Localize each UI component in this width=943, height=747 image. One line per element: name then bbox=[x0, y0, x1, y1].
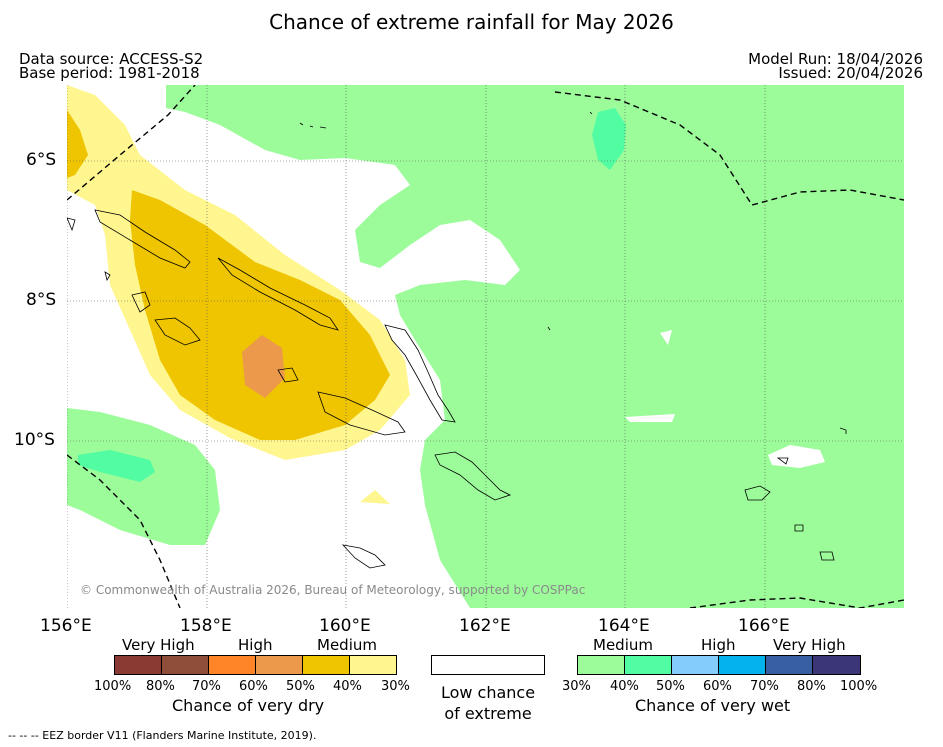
island-outlines bbox=[67, 111, 847, 569]
map-canvas bbox=[67, 85, 904, 608]
dry-very-high-region bbox=[242, 335, 285, 398]
wet-tick: 60% bbox=[703, 679, 732, 694]
dry-swatch-3 bbox=[209, 656, 256, 674]
dry-tick: 80% bbox=[146, 679, 175, 694]
wet-high-region bbox=[592, 108, 626, 170]
lon-label-166: 166°E bbox=[738, 616, 790, 636]
graticule bbox=[67, 85, 904, 608]
wet-tick: 80% bbox=[797, 679, 826, 694]
dry-tick: 40% bbox=[333, 679, 362, 694]
wet-tick: 50% bbox=[656, 679, 685, 694]
dry-swatch-2 bbox=[162, 656, 209, 674]
dry-tick: 100% bbox=[94, 679, 132, 694]
lon-label-164: 164°E bbox=[598, 616, 650, 636]
model-run-text: Model Run: 18/04/2026 bbox=[748, 50, 923, 68]
lat-label-8s: 8°S bbox=[26, 290, 57, 310]
wet-high-region-west bbox=[78, 450, 155, 482]
dry-swatch-4 bbox=[256, 656, 303, 674]
wet-medium-region bbox=[166, 85, 904, 608]
wet-tick: 30% bbox=[562, 679, 591, 694]
wet-colorbar bbox=[577, 655, 861, 675]
base-period-text: Base period: 1981-2018 bbox=[19, 64, 200, 82]
dry-tick: 30% bbox=[381, 679, 410, 694]
wet-swatch-6 bbox=[813, 656, 860, 674]
wet-legend-heading-medium: Medium bbox=[593, 636, 653, 654]
wet-swatch-3 bbox=[672, 656, 719, 674]
wet-swatch-1 bbox=[578, 656, 625, 674]
low-chance-line1: Low chance bbox=[440, 683, 536, 702]
dry-swatch-6 bbox=[350, 656, 396, 674]
dry-legend-heading-very-high: Very High bbox=[122, 636, 195, 654]
lon-label-160: 160°E bbox=[319, 616, 371, 636]
dry-swatch-1 bbox=[115, 656, 162, 674]
low-chance-line2: of extreme bbox=[444, 704, 532, 723]
dry-tick: 70% bbox=[192, 679, 221, 694]
data-source-text: Data source: ACCESS-S2 bbox=[19, 50, 204, 68]
wet-tick: 70% bbox=[750, 679, 779, 694]
wet-tick: 40% bbox=[610, 679, 639, 694]
wet-legend-heading-very-high: Very High bbox=[773, 636, 846, 654]
dry-legend-title: Chance of very dry bbox=[172, 696, 325, 715]
wet-tick: 100% bbox=[840, 679, 878, 694]
low-chance-swatch bbox=[431, 655, 545, 675]
dry-tick: 60% bbox=[239, 679, 268, 694]
dry-colorbar bbox=[114, 655, 397, 675]
wet-legend-title: Chance of very wet bbox=[635, 696, 791, 715]
eez-border bbox=[67, 85, 904, 608]
wet-swatch-2 bbox=[625, 656, 672, 674]
lon-label-158: 158°E bbox=[180, 616, 232, 636]
lon-label-162: 162°E bbox=[459, 616, 511, 636]
dry-tick: 50% bbox=[286, 679, 315, 694]
dry-swatch-5 bbox=[303, 656, 350, 674]
eez-footnote: -- -- -- EEZ border V11 (Flanders Marine… bbox=[8, 729, 317, 742]
dry-legend-heading-medium: Medium bbox=[317, 636, 377, 654]
issued-text: Issued: 20/04/2026 bbox=[778, 64, 923, 82]
dry-legend-heading-high: High bbox=[238, 636, 273, 654]
map-title: Chance of extreme rainfall for May 2026 bbox=[269, 10, 674, 34]
wet-swatch-5 bbox=[766, 656, 813, 674]
wet-swatch-4 bbox=[719, 656, 766, 674]
lat-label-6s: 6°S bbox=[26, 150, 57, 170]
lat-label-10s: 10°S bbox=[14, 430, 55, 450]
wet-legend-heading-high: High bbox=[701, 636, 736, 654]
copyright-notice: © Commonwealth of Australia 2026, Bureau… bbox=[80, 583, 586, 597]
lon-label-156: 156°E bbox=[40, 616, 92, 636]
